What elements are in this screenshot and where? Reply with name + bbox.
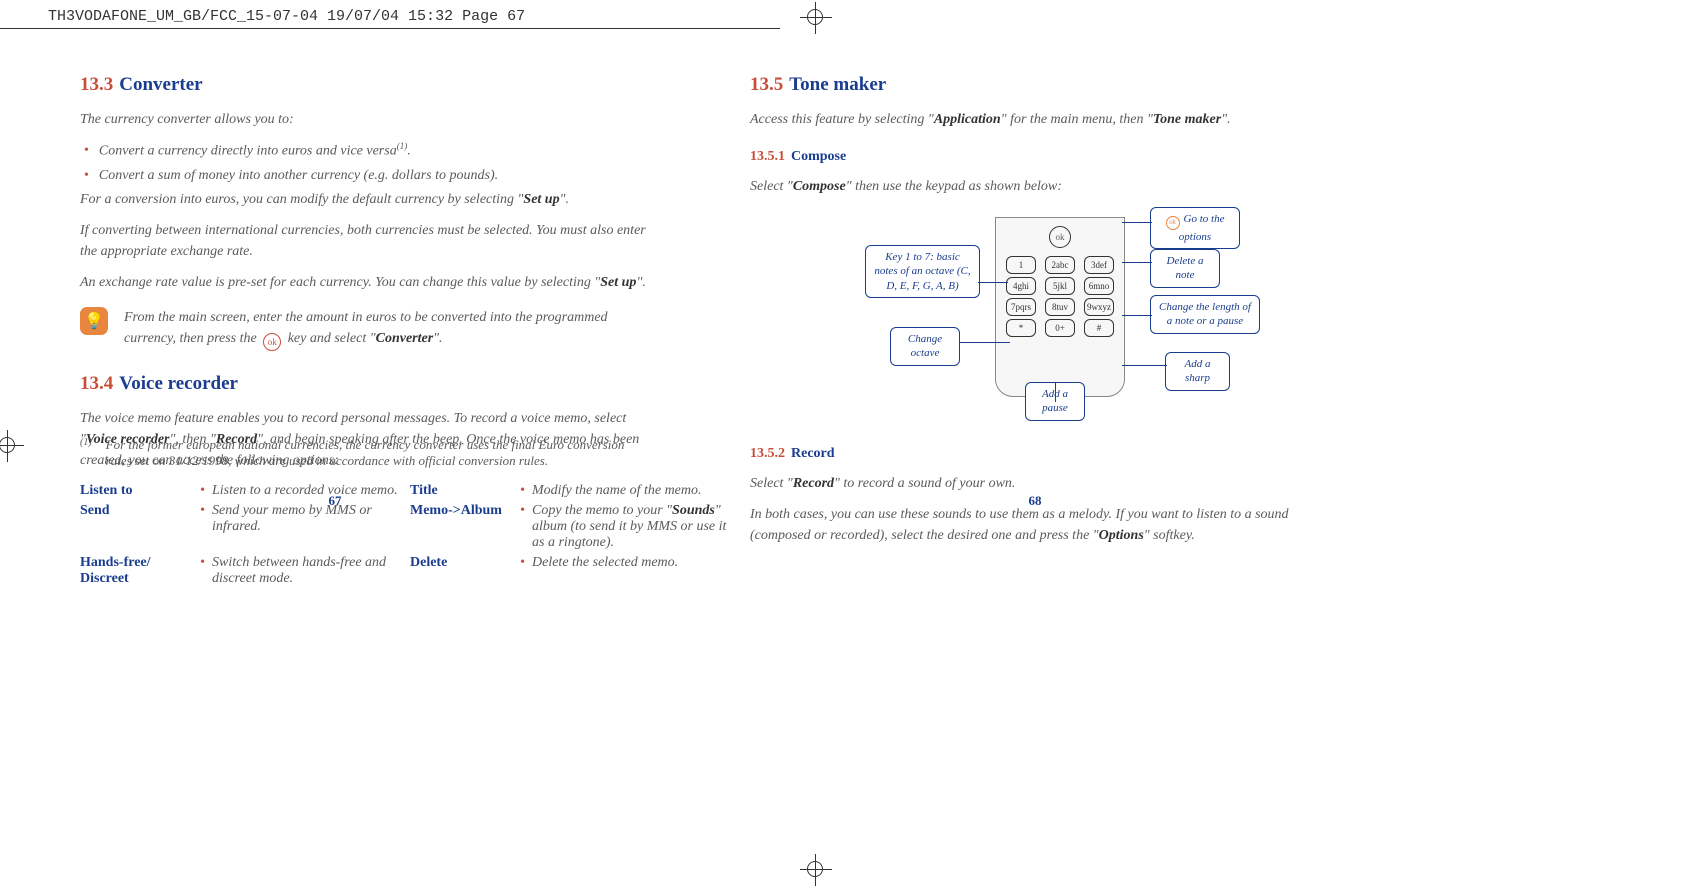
ok-key-icon: ok (263, 333, 281, 351)
opt-listen-label: Listen to (80, 481, 200, 501)
tone-maker-intro: Access this feature by selecting "Applic… (750, 109, 1320, 130)
phone-key: 9wxyz (1084, 298, 1114, 316)
tip-box: 💡 From the main screen, enter the amount… (80, 307, 650, 352)
phone-illustration: ok 1 2abc 3def 4ghi 5jkl 6mno 7pqrs 8tuv 9wxyz * 0… (995, 217, 1125, 397)
keypad-diagram: ok 1 2abc 3def 4ghi 5jkl 6mno 7pqrs 8tuv 9wxyz * 0… (750, 207, 1320, 427)
converter-setup-1: For a conversion into euros, you can mod… (80, 189, 650, 210)
page-number-68: 68 (1029, 493, 1042, 509)
lead-line (1122, 315, 1152, 316)
sec-title: Voice recorder (119, 373, 238, 394)
spread-container: 13.3 Converter The currency converter all… (0, 0, 1684, 589)
heading-13-5-2: 13.5.2 Record (750, 441, 1320, 463)
bullet-convert-other: Convert a sum of money into another curr… (84, 165, 650, 186)
lead-line (1122, 262, 1152, 263)
opt-delete-desc: Delete the selected memo. (520, 553, 730, 589)
lead-line (960, 342, 1010, 343)
sub-num: 13.5.2 (750, 446, 785, 461)
phone-key: * (1006, 319, 1036, 337)
page-68: 13.5 Tone maker Access this feature by se… (700, 60, 1400, 589)
footnote-mark: (1) (80, 437, 92, 469)
converter-setup-2: An exchange rate value is pre-set for ea… (80, 272, 650, 293)
sec-num: 13.5 (750, 74, 783, 95)
opt-send-label: Send (80, 501, 200, 553)
phone-key: 3def (1084, 256, 1114, 274)
ok-icon: ok (1166, 216, 1180, 230)
phone-key: 4ghi (1006, 277, 1036, 295)
sub-num: 13.5.1 (750, 149, 785, 164)
crop-mark-top (800, 2, 832, 34)
callout-goto-options: okGo to the options (1150, 207, 1240, 249)
bullet-convert-euro: Convert a currency directly into euros a… (84, 140, 650, 162)
opt-listen-desc: Listen to a recorded voice memo. (200, 481, 410, 501)
converter-intro: The currency converter allows you to: (80, 109, 650, 130)
opt-hands-label: Hands-free/ Discreet (80, 553, 200, 589)
page-number-67: 67 (329, 493, 342, 509)
ok-button-icon: ok (1049, 226, 1071, 248)
opt-title-desc: Modify the name of the memo. (520, 481, 730, 501)
phone-key: 1 (1006, 256, 1036, 274)
opt-album-desc: Copy the memo to your "Sounds" album (to… (520, 501, 730, 553)
opt-album-label: Memo->Album (410, 501, 520, 553)
footnote-1: (1) For the former european national cur… (80, 437, 640, 469)
opt-hands-desc: Switch between hands-free and discreet m… (200, 553, 410, 589)
page-67: 13.3 Converter The currency converter all… (0, 60, 700, 589)
sec-num: 13.3 (80, 74, 113, 95)
callout-add-sharp: Add a sharp (1165, 352, 1230, 391)
footnote-text: For the former european national currenc… (106, 437, 640, 469)
callout-change-length: Change the length of a note or a pause (1150, 295, 1260, 334)
heading-13-4: 13.4 Voice recorder (80, 369, 650, 396)
converter-intl: If converting between international curr… (80, 220, 650, 262)
memo-options-table: Listen to Listen to a recorded voice mem… (80, 481, 650, 589)
lead-line (1122, 365, 1167, 366)
record-options-note: In both cases, you can use these sounds … (750, 504, 1320, 546)
phone-key: 2abc (1045, 256, 1075, 274)
opt-delete-label: Delete (410, 553, 520, 589)
phone-key: 8tuv (1045, 298, 1075, 316)
phone-key: 5jkl (1045, 277, 1075, 295)
record-intro: Select "Record" to record a sound of you… (750, 473, 1320, 494)
sec-title: Tone maker (789, 74, 886, 95)
sub-title: Record (791, 446, 835, 461)
print-header: TH3VODAFONE_UM_GB/FCC_15-07-04 19/07/04 … (48, 8, 525, 25)
phone-key: 7pqrs (1006, 298, 1036, 316)
sec-title: Converter (119, 74, 202, 95)
lightbulb-icon: 💡 (80, 307, 108, 335)
crop-mark-bottom (800, 854, 832, 886)
sub-title: Compose (791, 149, 846, 164)
callout-change-octave: Change octave (890, 327, 960, 366)
callout-delete-note: Delete a note (1150, 249, 1220, 288)
heading-13-5: 13.5 Tone maker (750, 70, 1320, 97)
opt-send-desc: Send your memo by MMS or infrared. (200, 501, 410, 553)
heading-13-3: 13.3 Converter (80, 70, 650, 97)
lead-line (978, 282, 1008, 283)
header-rule (0, 28, 780, 29)
callout-keys: Key 1 to 7: basic notes of an octave (C,… (865, 245, 980, 298)
tip-text: From the main screen, enter the amount i… (124, 307, 650, 352)
lead-line (1055, 382, 1056, 402)
sec-num: 13.4 (80, 373, 113, 394)
opt-title-label: Title (410, 481, 520, 501)
compose-intro: Select "Compose" then use the keypad as … (750, 176, 1320, 197)
phone-key: 6mno (1084, 277, 1114, 295)
heading-13-5-1: 13.5.1 Compose (750, 144, 1320, 166)
phone-key: 0+ (1045, 319, 1075, 337)
phone-key: # (1084, 319, 1114, 337)
lead-line (1122, 222, 1152, 223)
